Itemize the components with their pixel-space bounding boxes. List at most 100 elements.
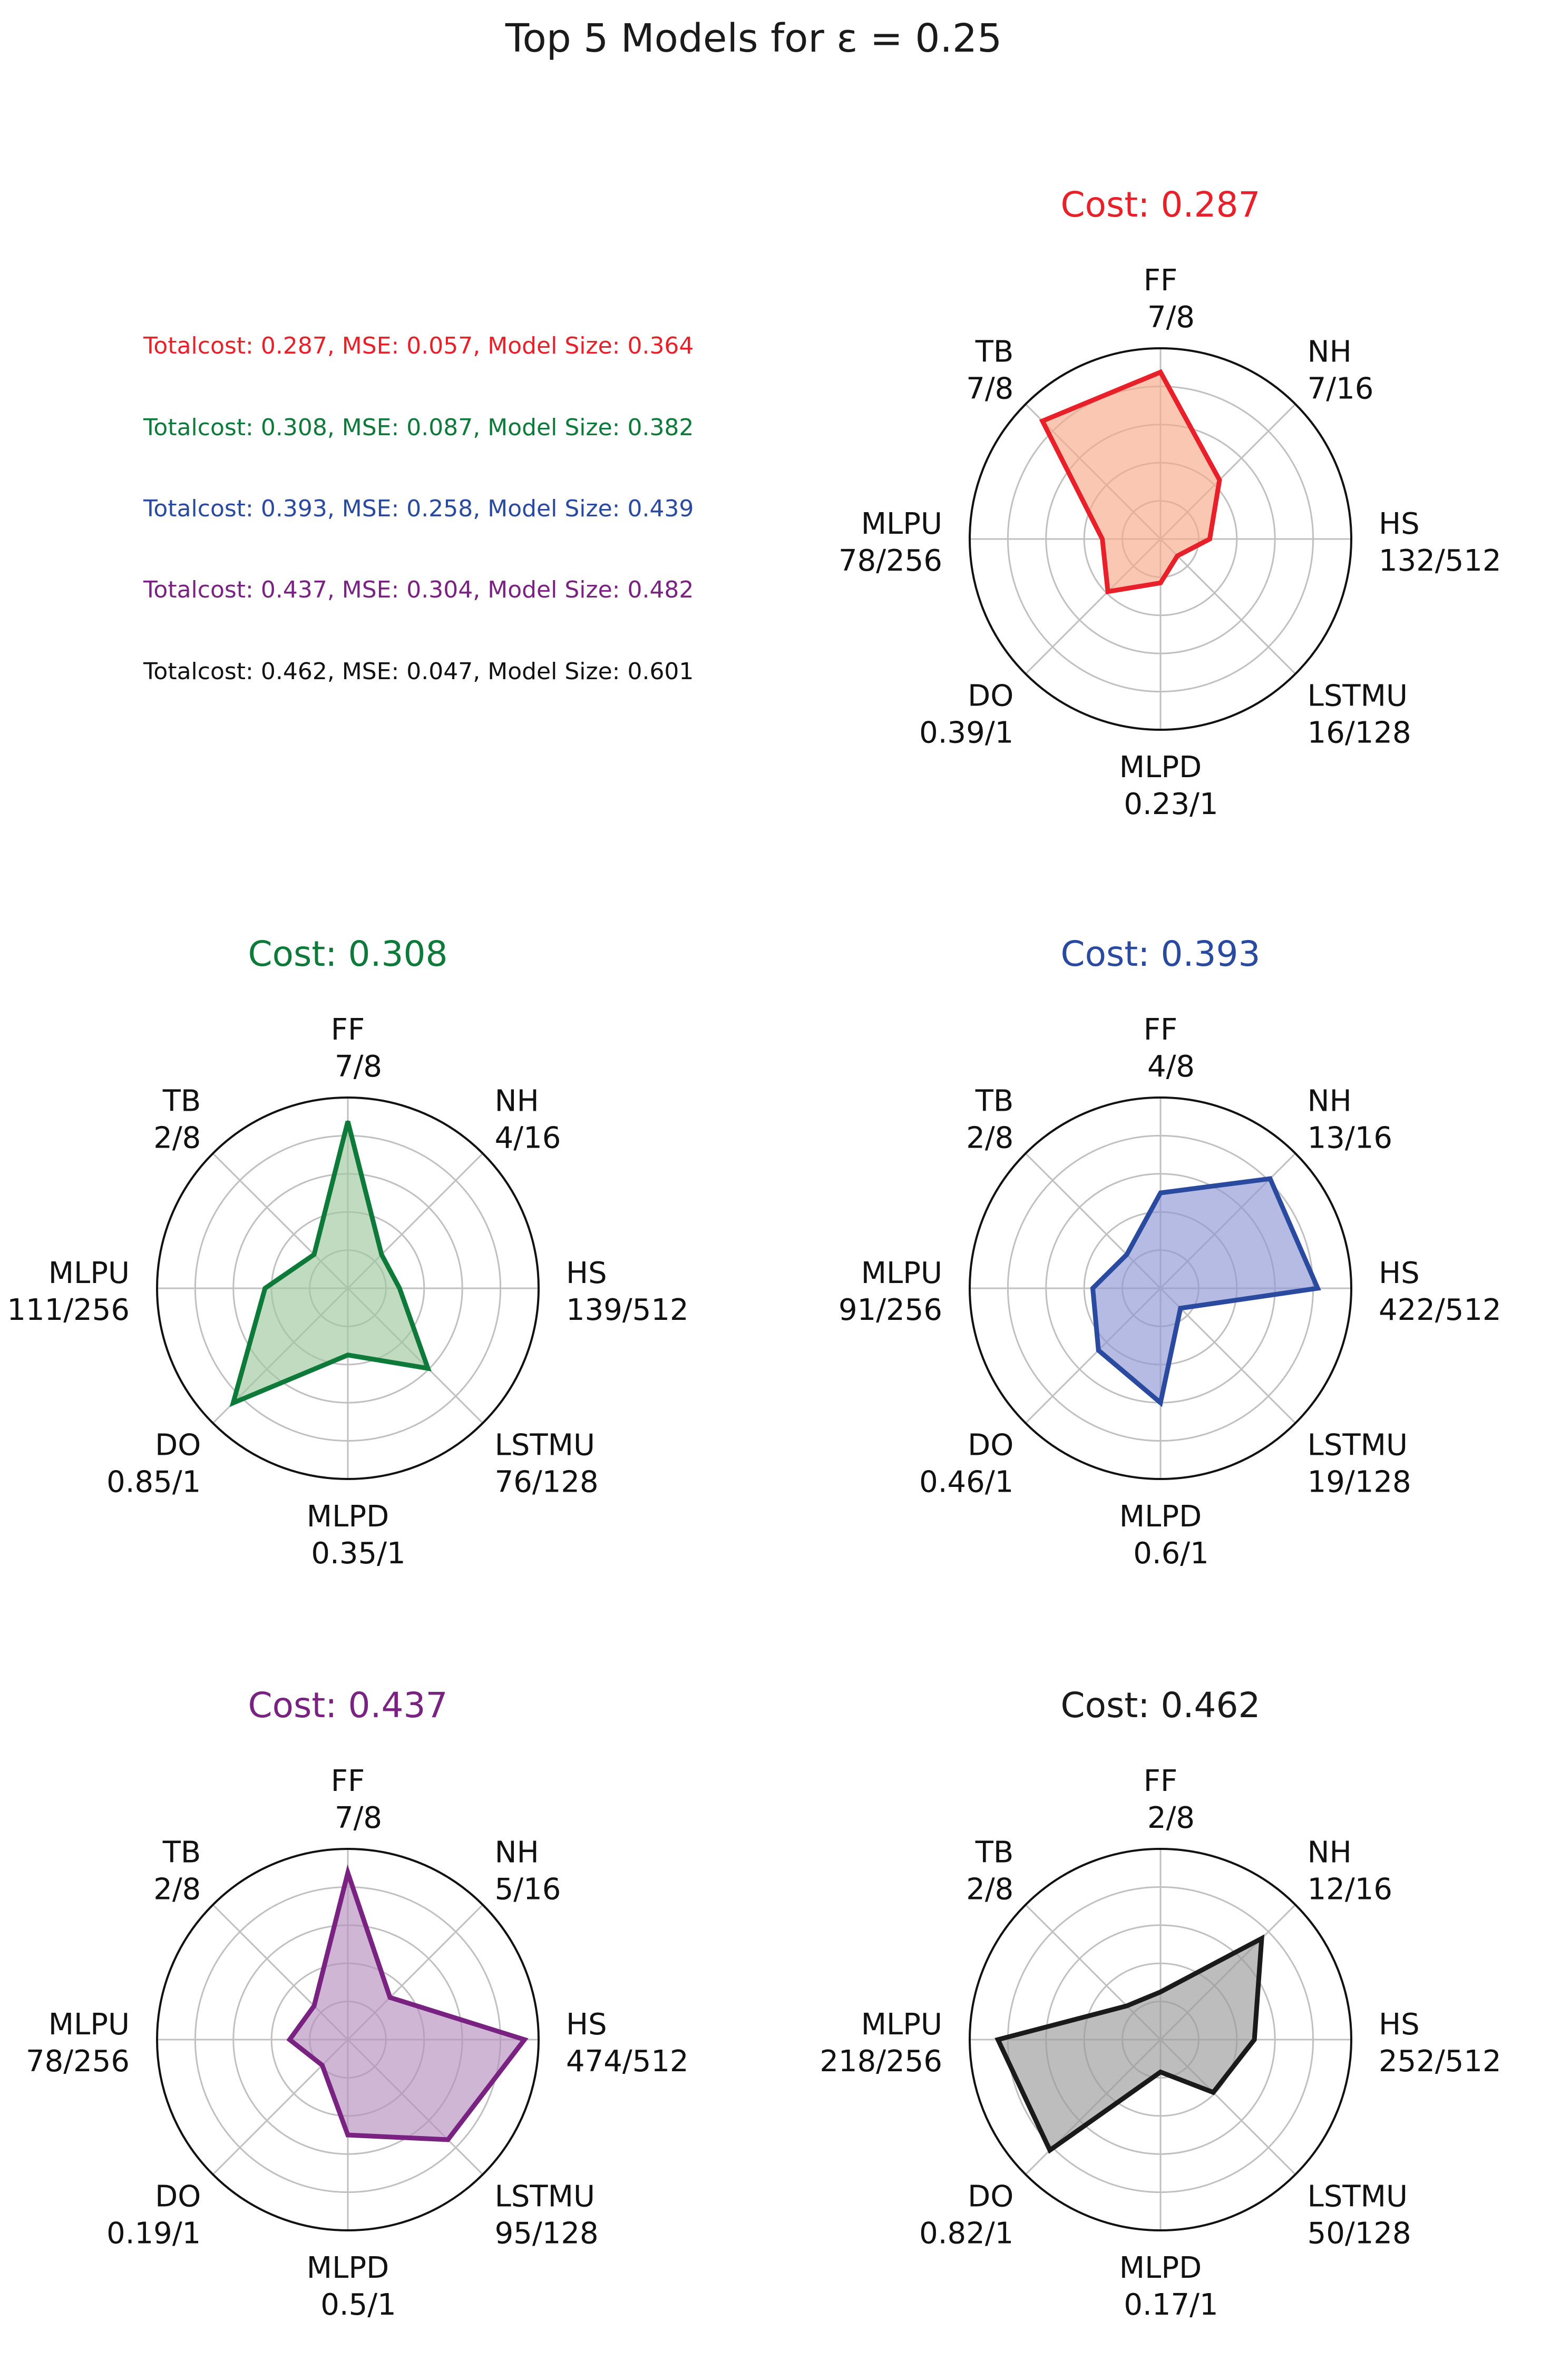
radar-chart-3: FF 4/8 NH 13/16 HS 422/512 LSTMU 19/128 MLPD 0.6/… bbox=[838, 934, 1501, 1571]
axis-name: TB bbox=[975, 1084, 1014, 1118]
axis-name: MLPU bbox=[861, 2007, 942, 2042]
axis-name: LSTMU bbox=[1308, 679, 1408, 713]
legend-entry-1: Totalcost: 0.287, MSE: 0.057, Model Size… bbox=[143, 332, 694, 359]
data-point-ff bbox=[347, 1872, 349, 1874]
data-point-do bbox=[1107, 590, 1109, 593]
axis-label-lstmu: LSTMU 95/128 bbox=[495, 2180, 599, 2251]
axis-value: 78/256 bbox=[26, 2044, 130, 2079]
data-point-hs bbox=[1253, 2039, 1256, 2041]
axis-name: NH bbox=[495, 1084, 539, 1118]
data-point-mlpu bbox=[1101, 538, 1104, 540]
axis-value: 474/512 bbox=[566, 2044, 689, 2079]
axis-label-nh: NH 12/16 bbox=[1308, 1835, 1392, 1906]
data-point-ff bbox=[1159, 1192, 1162, 1194]
axis-value: 422/512 bbox=[1379, 1293, 1501, 1327]
subplot-title: Cost: 0.462 bbox=[1061, 1685, 1261, 1726]
data-point-mlpd bbox=[1159, 582, 1162, 584]
data-point-nh bbox=[389, 1996, 391, 1999]
subplot-title: Cost: 0.393 bbox=[1061, 934, 1261, 974]
radar-outer-frame bbox=[156, 1848, 540, 2231]
axis-name: FF bbox=[1144, 1764, 1177, 1798]
axis-label-lstmu: LSTMU 76/128 bbox=[495, 1428, 599, 1500]
axis-value: 252/512 bbox=[1379, 2044, 1501, 2079]
axis-name: DO bbox=[155, 2180, 201, 2214]
axis-name: MLPD bbox=[1119, 2251, 1202, 2285]
axis-value: 78/256 bbox=[838, 544, 942, 578]
axis-label-lstmu: LSTMU 50/128 bbox=[1308, 2180, 1411, 2251]
axis-name: TB bbox=[162, 1084, 201, 1118]
axis-label-ff: FF 2/8 bbox=[1144, 1764, 1195, 1835]
axis-label-hs: HS 422/512 bbox=[1379, 1256, 1501, 1327]
data-point-mlpd bbox=[347, 2134, 349, 2136]
axis-value: 0.19/1 bbox=[106, 2217, 201, 2251]
data-point-mlpd bbox=[1159, 1402, 1162, 1404]
legend-entry-5: Totalcost: 0.462, MSE: 0.047, Model Size… bbox=[143, 658, 694, 685]
data-point-tb bbox=[1126, 1253, 1128, 1256]
axis-name: DO bbox=[968, 1428, 1013, 1463]
data-point-do bbox=[321, 2064, 324, 2066]
axis-name: TB bbox=[162, 1835, 201, 1869]
axis-label-mlpd: MLPD 0.17/1 bbox=[1119, 2251, 1218, 2322]
axis-name: DO bbox=[968, 679, 1013, 713]
axis-name: HS bbox=[1379, 1256, 1420, 1290]
axis-label-hs: HS 474/512 bbox=[566, 2007, 689, 2079]
axis-label-hs: HS 132/512 bbox=[1379, 507, 1501, 578]
axis-value: 12/16 bbox=[1308, 1872, 1392, 1906]
axis-label-mlpu: MLPU 91/256 bbox=[838, 1256, 942, 1327]
axis-name: MLPD bbox=[1119, 1500, 1202, 1534]
axis-label-ff: FF 7/8 bbox=[331, 1764, 382, 1835]
axis-name: NH bbox=[495, 1835, 539, 1869]
spoke-lstmu bbox=[1159, 1287, 1296, 1424]
data-point-do bbox=[1049, 2149, 1051, 2151]
axis-value: 2/8 bbox=[153, 1872, 201, 1906]
data-point-mlpu bbox=[1091, 1287, 1094, 1289]
axis-name: FF bbox=[331, 1013, 365, 1047]
axis-value: 19/128 bbox=[1308, 1465, 1411, 1500]
axis-value: 7/8 bbox=[335, 1801, 382, 1835]
axis-value: 7/8 bbox=[966, 371, 1013, 406]
data-point-ff bbox=[1159, 1991, 1162, 1993]
axis-label-tb: TB 2/8 bbox=[153, 1835, 201, 1906]
axis-value: 0.39/1 bbox=[919, 716, 1013, 750]
axis-label-nh: NH 7/16 bbox=[1308, 335, 1374, 406]
axis-value: 95/128 bbox=[495, 2217, 599, 2251]
data-point-hs bbox=[1208, 538, 1211, 540]
axis-value: 0.17/1 bbox=[1124, 2288, 1218, 2322]
data-point-mlpd bbox=[1159, 2071, 1162, 2073]
axis-name: MLPU bbox=[48, 1256, 130, 1290]
legend: Totalcost: 0.287, MSE: 0.057, Model Size… bbox=[143, 332, 694, 685]
axis-label-nh: NH 4/16 bbox=[495, 1084, 561, 1155]
axis-value: 5/16 bbox=[495, 1872, 561, 1906]
axis-name: HS bbox=[566, 2007, 607, 2042]
data-area bbox=[998, 1938, 1262, 2150]
axis-label-tb: TB 7/8 bbox=[966, 335, 1013, 406]
axis-value: 0.46/1 bbox=[919, 1465, 1013, 1500]
axis-value: 0.23/1 bbox=[1124, 787, 1218, 821]
axis-name: MLPD bbox=[1119, 750, 1202, 785]
axis-value: 0.5/1 bbox=[320, 2288, 396, 2322]
axis-value: 2/8 bbox=[1147, 1801, 1195, 1835]
data-point-do bbox=[1097, 1349, 1100, 1351]
radar-outer-frame bbox=[156, 1096, 540, 1480]
axis-label-nh: NH 5/16 bbox=[495, 1835, 561, 1906]
data-point-lstmu bbox=[1212, 2091, 1215, 2094]
axis-name: MLPU bbox=[861, 1256, 942, 1290]
axis-label-mlpu: MLPU 78/256 bbox=[26, 2007, 130, 2079]
axis-label-do: DO 0.39/1 bbox=[919, 679, 1013, 750]
axis-value: 2/8 bbox=[966, 1121, 1013, 1155]
axis-value: 139/512 bbox=[566, 1293, 689, 1327]
axis-value: 218/256 bbox=[820, 2044, 942, 2079]
data-point-lstmu bbox=[446, 2138, 449, 2141]
data-point-tb bbox=[1041, 420, 1043, 422]
axis-label-do: DO 0.82/1 bbox=[919, 2180, 1013, 2251]
legend-entry-4: Totalcost: 0.437, MSE: 0.304, Model Size… bbox=[143, 576, 694, 603]
axis-value: 7/8 bbox=[335, 1050, 382, 1084]
axis-value: 0.6/1 bbox=[1133, 1536, 1209, 1571]
axis-label-do: DO 0.85/1 bbox=[106, 1428, 201, 1500]
axis-value: 132/512 bbox=[1379, 544, 1501, 578]
axis-name: TB bbox=[975, 1835, 1014, 1869]
